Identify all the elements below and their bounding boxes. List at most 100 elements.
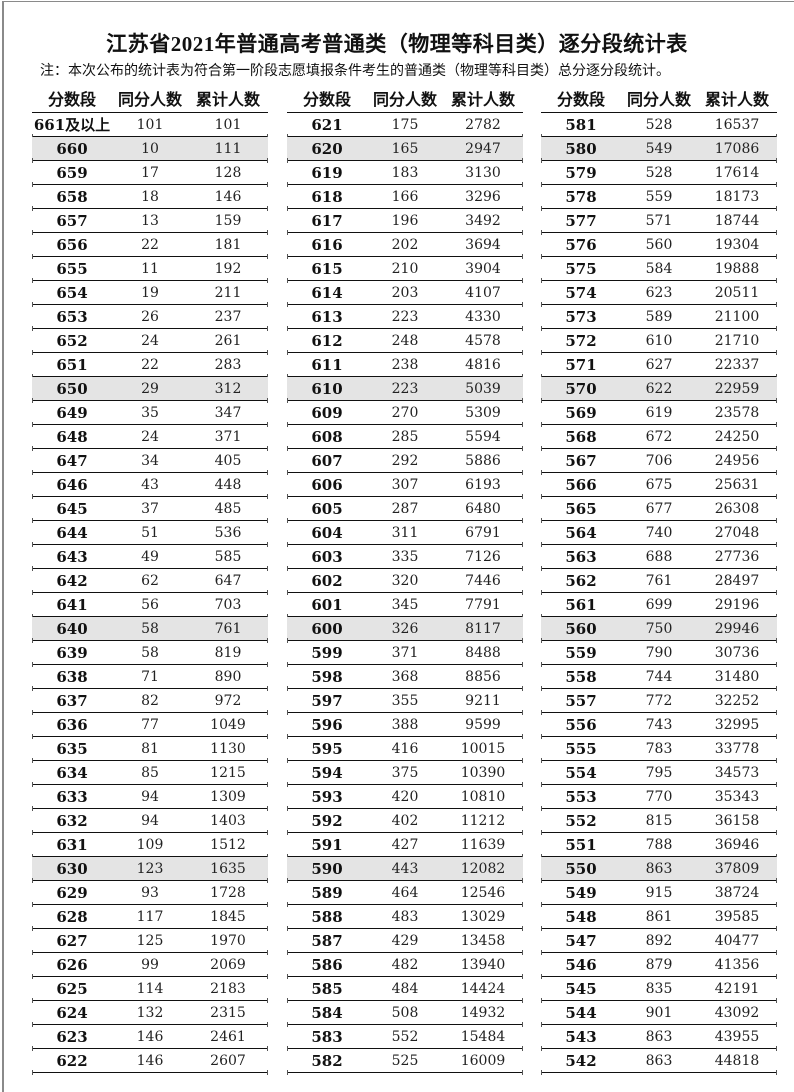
count-cell: 81 [141,740,159,757]
count-cell: 429 [391,932,419,949]
score-cell: 570 [565,379,597,398]
table-row: 636 77 1049 [32,713,268,739]
table-row: 581 528 16537 [541,113,777,139]
count-cell: 29 [141,380,159,397]
score-cell: 606 [311,475,343,494]
count-cell: 196 [391,212,419,229]
count-cell: 484 [391,980,419,997]
header-cumulative: 累计人数 [450,90,515,109]
count-cell: 335 [391,548,419,565]
score-cell: 597 [311,691,343,710]
header-cumulative: 累计人数 [704,90,769,109]
score-cell: 560 [565,619,597,638]
count-cell: 623 [645,284,673,301]
cumulative-cell: 41356 [714,956,760,973]
table-row: 651 22 283 [32,353,268,379]
score-cell: 642 [56,571,88,590]
cumulative-cell: 128 [214,164,242,181]
table-row: 580 549 17086 [541,137,777,163]
score-cell: 604 [311,523,343,542]
count-cell: 13 [141,212,159,229]
count-cell: 125 [136,932,164,949]
score-cell: 630 [56,859,88,878]
score-cell: 569 [565,403,597,422]
table-row: 622 146 2607 [32,1049,268,1075]
cumulative-cell: 10015 [460,740,506,757]
table-row: 641 56 703 [32,593,268,619]
score-cell: 620 [311,139,343,158]
count-cell: 26 [141,308,159,325]
score-cell: 629 [56,883,88,902]
table-row: 577 571 18744 [541,209,777,235]
score-cell: 656 [56,235,88,254]
count-cell: 166 [391,188,419,205]
score-cell: 543 [565,1027,597,1046]
cumulative-cell: 9599 [465,716,501,733]
cumulative-cell: 12082 [460,860,506,877]
score-cell: 589 [311,883,343,902]
table-row: 591 427 11639 [287,833,523,859]
count-cell: 482 [391,956,419,973]
score-cell: 646 [56,475,88,494]
cumulative-cell: 7126 [465,548,501,565]
count-cell: 677 [645,500,673,517]
count-cell: 35 [141,404,159,421]
table-row: 585 484 14424 [287,977,523,1003]
header-count: 同分人数 [117,90,182,109]
table-row: 596 388 9599 [287,713,523,739]
cumulative-cell: 9211 [465,692,501,709]
count-cell: 627 [645,356,673,373]
score-cell: 621 [311,115,343,134]
cumulative-cell: 2315 [210,1004,246,1021]
count-cell: 165 [391,140,419,157]
cumulative-cell: 8117 [465,620,501,637]
cumulative-cell: 27736 [714,548,760,565]
count-cell: 71 [141,668,159,685]
table-row: 597 355 9211 [287,689,523,715]
score-cell: 573 [565,307,597,326]
score-cell: 563 [565,547,597,566]
score-cell: 562 [565,571,597,590]
cumulative-cell: 19304 [714,236,760,253]
score-cell: 548 [565,907,597,926]
score-cell: 554 [565,763,597,782]
table-row: 649 35 347 [32,401,268,427]
cumulative-cell: 40477 [714,932,760,949]
cumulative-cell: 10390 [460,764,506,781]
count-cell: 355 [391,692,419,709]
count-cell: 772 [645,692,673,709]
count-cell: 49 [141,548,159,565]
count-cell: 420 [391,788,419,805]
score-cell: 591 [311,835,343,854]
score-cell: 578 [565,187,597,206]
score-cell: 561 [565,595,597,614]
table-row: 563 688 27736 [541,545,777,571]
count-cell: 62 [141,572,159,589]
score-cell: 638 [56,667,88,686]
table-row: 656 22 181 [32,233,268,259]
cumulative-cell: 261 [214,332,242,349]
count-cell: 525 [391,1052,419,1069]
count-cell: 750 [645,620,673,637]
score-cell: 647 [56,451,88,470]
cumulative-cell: 6791 [465,524,501,541]
count-cell: 146 [136,1052,164,1069]
table-header: 分数段 同分人数 累计人数 [541,84,777,113]
table-row: 638 71 890 [32,665,268,691]
count-cell: 443 [391,860,419,877]
score-cell: 576 [565,235,597,254]
count-cell: 22 [141,236,159,253]
score-cell: 582 [311,1051,343,1070]
count-cell: 549 [645,140,673,157]
score-cell: 586 [311,955,343,974]
score-cell: 564 [565,523,597,542]
score-cell: 626 [56,955,88,974]
table-row: 618 166 3296 [287,185,523,211]
table-row: 614 203 4107 [287,281,523,307]
cumulative-cell: 7446 [465,572,501,589]
table-row: 615 210 3904 [287,257,523,283]
count-cell: 788 [645,836,673,853]
score-cell: 615 [311,259,343,278]
table-row: 557 772 32252 [541,689,777,715]
cumulative-cell: 1512 [210,836,246,853]
